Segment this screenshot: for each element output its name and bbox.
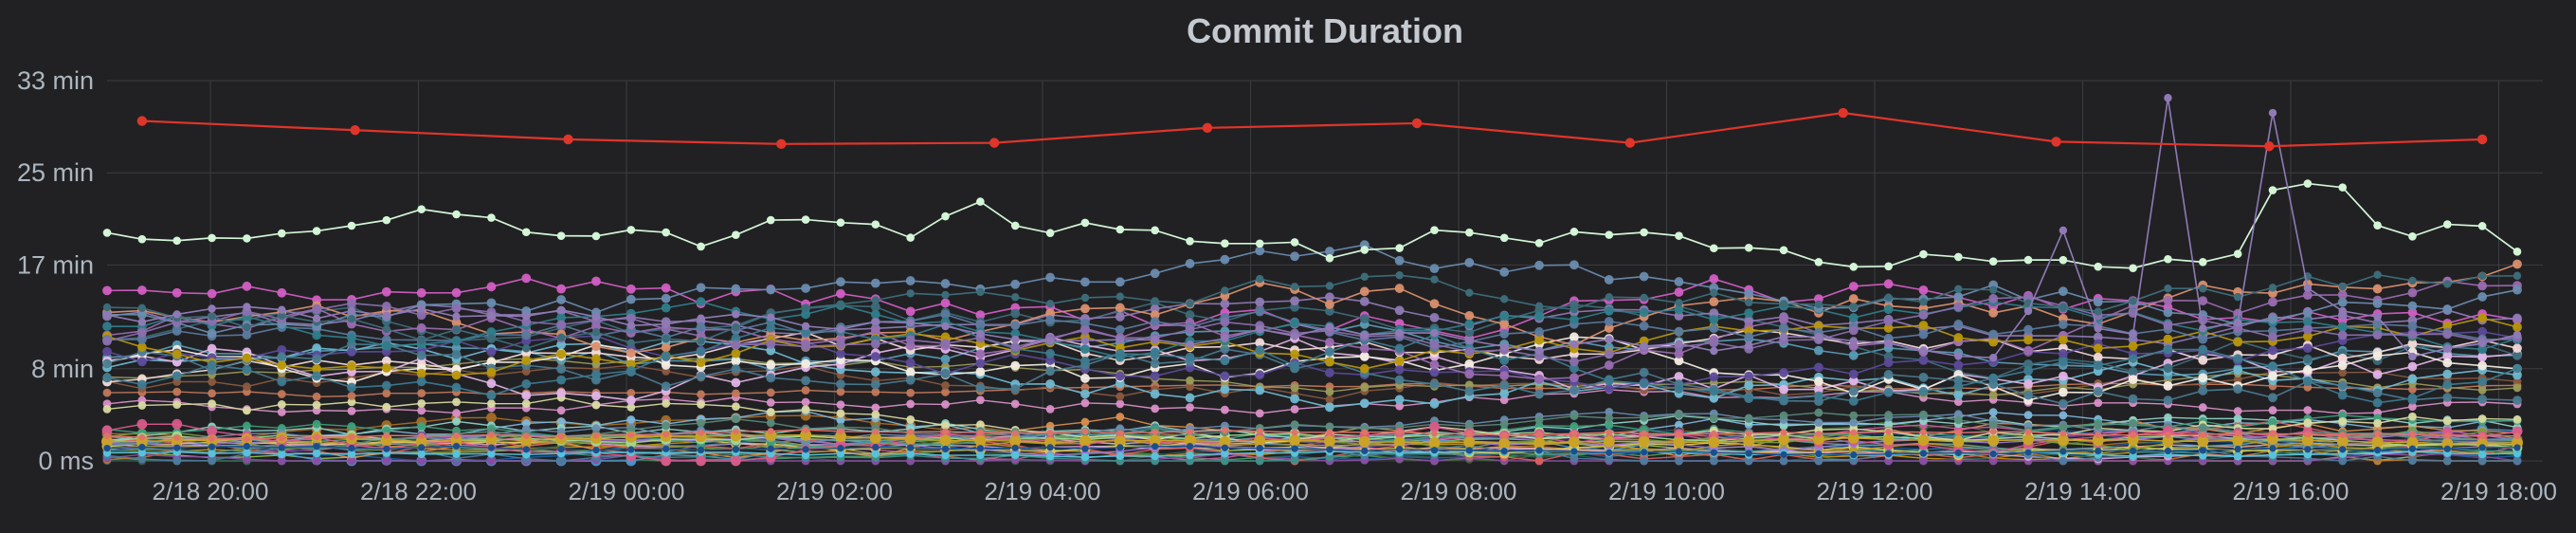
svg-text:33 min: 33 min xyxy=(17,66,94,95)
svg-text:25 min: 25 min xyxy=(17,158,94,187)
svg-text:2/19 06:00: 2/19 06:00 xyxy=(1192,477,1309,505)
svg-text:2/18 20:00: 2/18 20:00 xyxy=(153,477,269,505)
svg-text:2/19 14:00: 2/19 14:00 xyxy=(2024,477,2141,505)
svg-text:2/19 04:00: 2/19 04:00 xyxy=(985,477,1101,505)
svg-text:8 min: 8 min xyxy=(31,355,94,383)
svg-text:0 ms: 0 ms xyxy=(38,447,94,475)
svg-text:2/19 02:00: 2/19 02:00 xyxy=(776,477,893,505)
svg-text:2/19 12:00: 2/19 12:00 xyxy=(1817,477,1933,505)
svg-text:17 min: 17 min xyxy=(17,250,94,279)
svg-text:2/19 16:00: 2/19 16:00 xyxy=(2233,477,2349,505)
svg-text:2/19 10:00: 2/19 10:00 xyxy=(1608,477,1725,505)
svg-text:2/19 08:00: 2/19 08:00 xyxy=(1401,477,1517,505)
svg-text:2/19 18:00: 2/19 18:00 xyxy=(2440,477,2557,505)
svg-text:2/19 00:00: 2/19 00:00 xyxy=(569,477,685,505)
svg-text:2/18 22:00: 2/18 22:00 xyxy=(360,477,477,505)
